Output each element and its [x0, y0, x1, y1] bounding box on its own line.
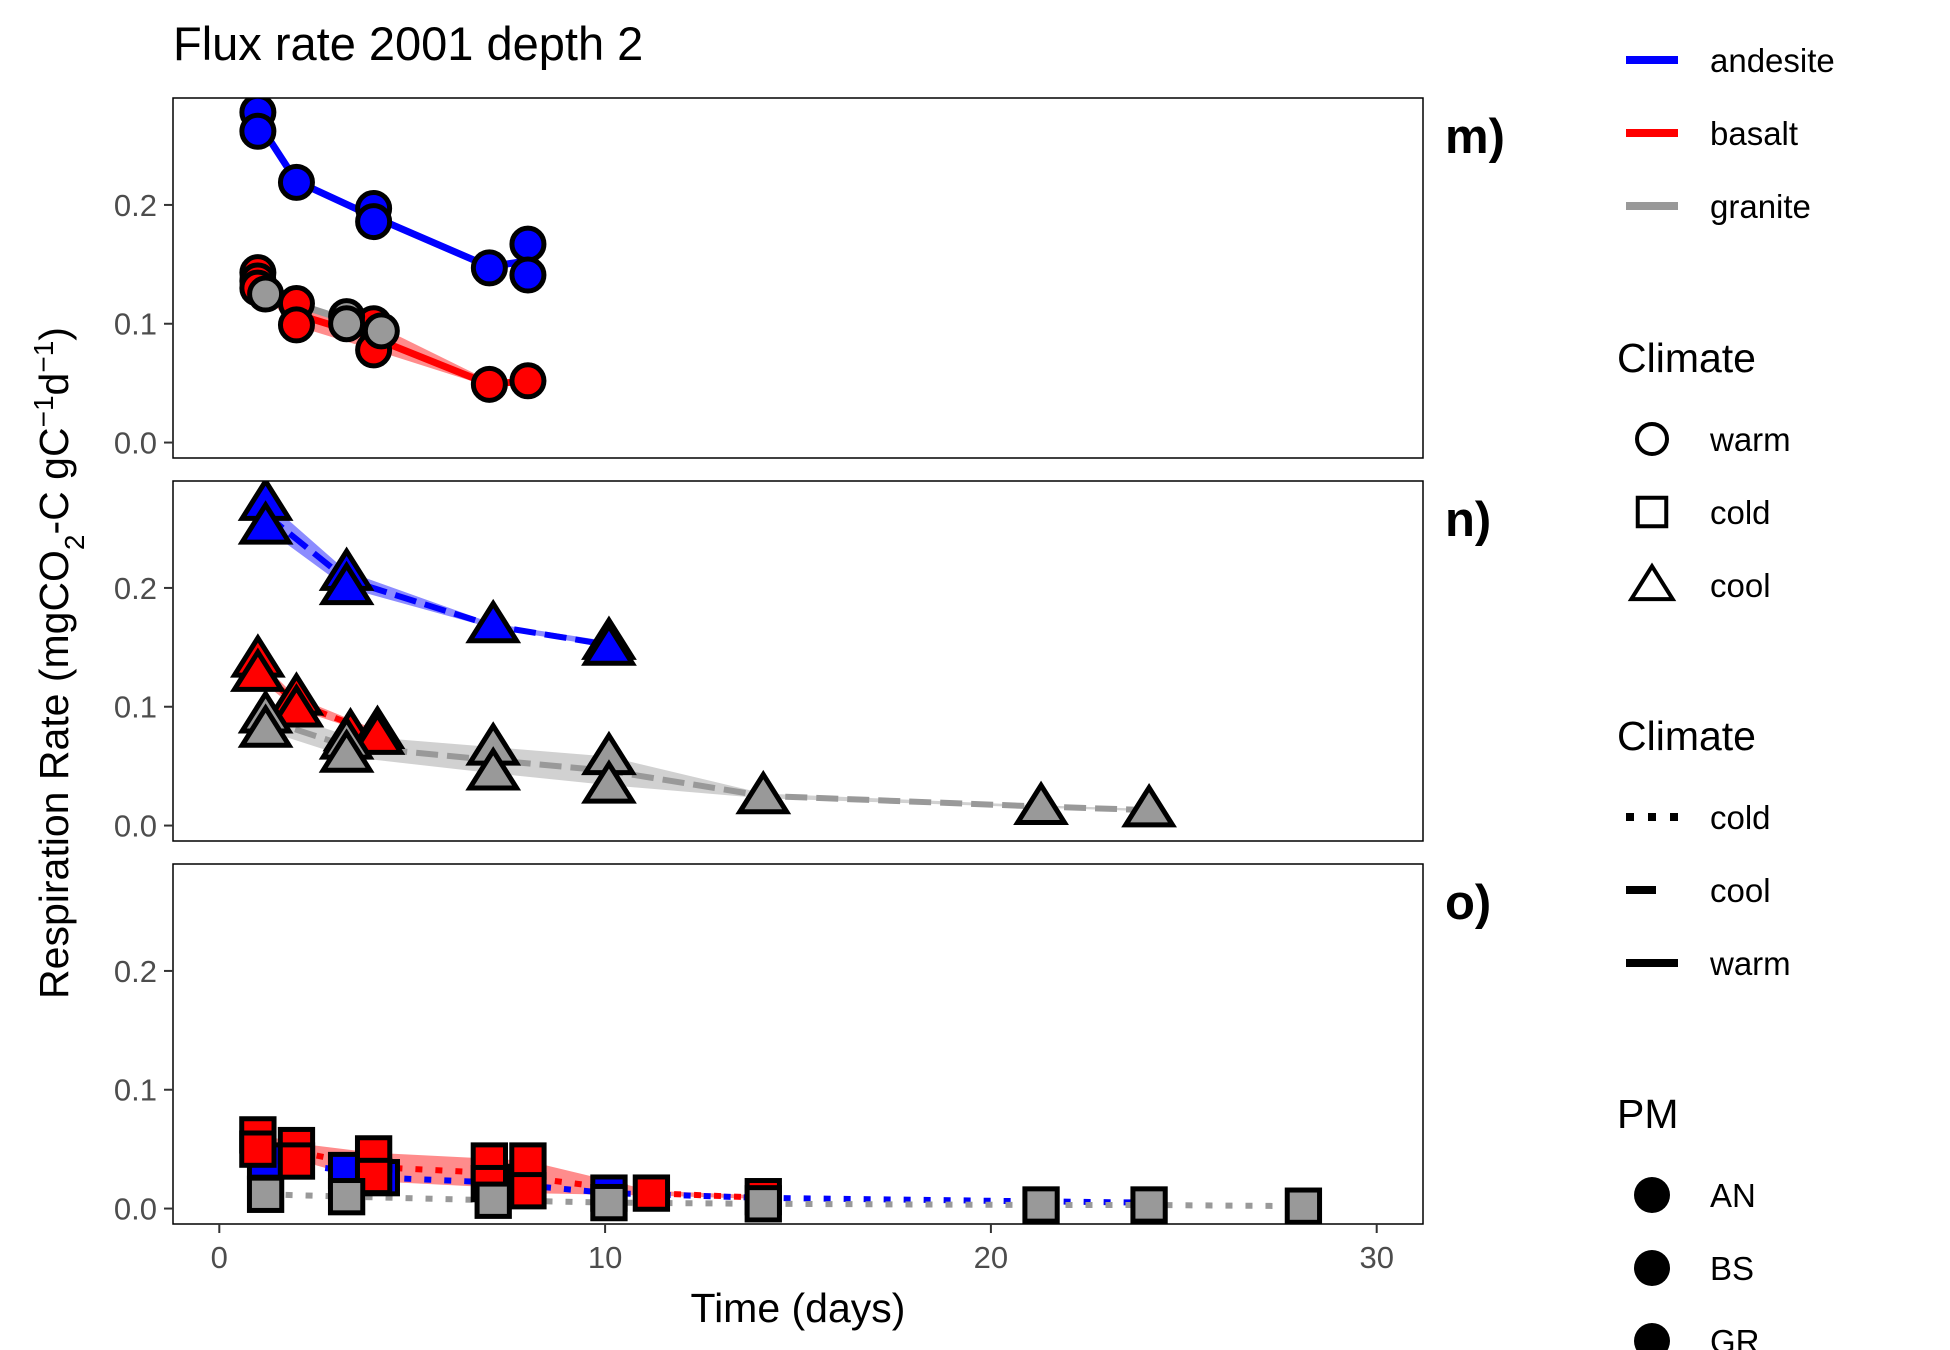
panel-m: 0.0 0.1 0.2 m): [114, 97, 1505, 461]
y-tick-label: 0.0: [114, 809, 157, 844]
data-point-andesite: [581, 621, 637, 666]
legend-label-basalt: basalt: [1710, 115, 1798, 152]
ribbon-granite: [265, 709, 1150, 812]
legend-title-pm: PM: [1617, 1091, 1679, 1137]
data-point-basalt: [277, 306, 315, 344]
data-point-granite: [735, 769, 792, 815]
data-point-andesite: [277, 163, 315, 201]
data-point-basalt: [268, 683, 325, 728]
panel-frame: [172, 480, 1424, 842]
legend-label-cool: cool: [1710, 567, 1771, 604]
data-point-andesite: [465, 598, 522, 644]
legend-shape-cold: [1635, 495, 1669, 529]
y-axis-label: Respiration Rate (mgCO2-C gC−1d−1): [28, 327, 90, 999]
legend-shape-warm: [1635, 422, 1669, 456]
data-point-basalt: [470, 365, 508, 403]
data-point-granite: [581, 759, 637, 804]
data-point-basalt: [277, 1142, 316, 1180]
panel-n: 0.0 0.1 0.2 n): [114, 480, 1491, 844]
data-point-andesite: [237, 500, 294, 545]
data-point-granite: [1121, 782, 1177, 828]
data-point-granite: [1284, 1187, 1323, 1224]
data-point-granite: [362, 312, 400, 350]
panel-label: o): [1445, 876, 1491, 930]
legend-label-AN: AN: [1710, 1177, 1756, 1214]
legend-label-GR: GR: [1710, 1323, 1760, 1350]
y-tick-label: 0.2: [114, 954, 157, 989]
data-point-granite: [237, 703, 294, 748]
data-point-granite: [1013, 780, 1069, 825]
x-axis: 0 10 20 30: [211, 1224, 1394, 1275]
data-point-andesite: [239, 112, 277, 150]
panel-label: n): [1445, 493, 1491, 547]
y-tick-label: 0.2: [114, 188, 157, 223]
y-tick-label: 0.0: [114, 1192, 157, 1227]
x-tick-label: 30: [1359, 1240, 1393, 1275]
panels: 0.0 0.1 0.2 m) 0.0 0.1 0.2 n) 0.0 0.1 0.2 o) 0 10 20 30: [114, 97, 1505, 1275]
data-point-andesite: [355, 203, 393, 241]
data-point-granite: [1022, 1186, 1060, 1224]
chart-title: Flux rate 2001 depth 2: [173, 17, 643, 70]
panel-o: 0.0 0.1 0.2 o): [114, 863, 1491, 1227]
x-axis-label: Time (days): [691, 1285, 906, 1331]
y-tick-label: 0.1: [114, 1073, 157, 1108]
legend-dot-AN: [1634, 1177, 1670, 1213]
legend: andesite basalt granite Climate warm cold cool…: [1617, 42, 1835, 1350]
data-point-granite: [246, 1175, 285, 1213]
data-point-granite: [465, 746, 522, 791]
legend-label-cold: cold: [1710, 799, 1771, 836]
data-point-granite: [590, 1183, 628, 1222]
data-point-granite: [744, 1185, 782, 1223]
data-point-andesite: [470, 249, 508, 287]
y-tick-label: 0.0: [114, 426, 157, 461]
data-point-basalt: [239, 1130, 277, 1168]
data-point-granite: [318, 728, 375, 773]
panel-frame: [172, 97, 1424, 459]
data-point-basalt: [509, 1142, 547, 1180]
y-tick-label: 0.2: [114, 571, 157, 606]
y-tick-label: 0.1: [114, 307, 157, 342]
legend-label-warm: warm: [1709, 945, 1791, 982]
legend-label-cold: cold: [1710, 494, 1771, 531]
x-tick-label: 0: [211, 1240, 228, 1275]
data-point-granite: [327, 1178, 366, 1216]
data-point-andesite: [509, 256, 547, 294]
legend-label-cool: cool: [1710, 872, 1771, 909]
panel-label: m): [1445, 110, 1505, 164]
legend-dot-BS: [1634, 1250, 1670, 1286]
data-point-andesite: [318, 560, 375, 606]
data-point-granite: [247, 275, 285, 313]
data-point-basalt: [509, 1172, 547, 1210]
legend-label-warm: warm: [1709, 421, 1791, 458]
legend-dot-GR: [1634, 1323, 1670, 1350]
data-point-basalt: [509, 362, 547, 400]
data-point-basalt: [229, 647, 286, 692]
x-tick-label: 10: [588, 1240, 622, 1275]
data-point-andesite: [509, 225, 547, 263]
data-point-basalt: [349, 710, 406, 755]
legend-label-BS: BS: [1710, 1250, 1754, 1287]
legend-shape-cool: [1627, 562, 1677, 602]
series-line-andesite: [263, 511, 610, 648]
data-point-granite: [1130, 1186, 1168, 1224]
legend-label-andesite: andesite: [1710, 42, 1835, 79]
legend-label-granite: granite: [1710, 188, 1811, 225]
data-point-granite: [328, 305, 366, 343]
data-point-granite: [474, 1181, 512, 1219]
legend-title-climate-line: Climate: [1617, 713, 1756, 759]
data-point-basalt: [632, 1174, 671, 1212]
y-tick-label: 0.1: [114, 690, 157, 725]
x-tick-label: 20: [974, 1240, 1008, 1275]
legend-title-climate-shape: Climate: [1617, 335, 1756, 381]
